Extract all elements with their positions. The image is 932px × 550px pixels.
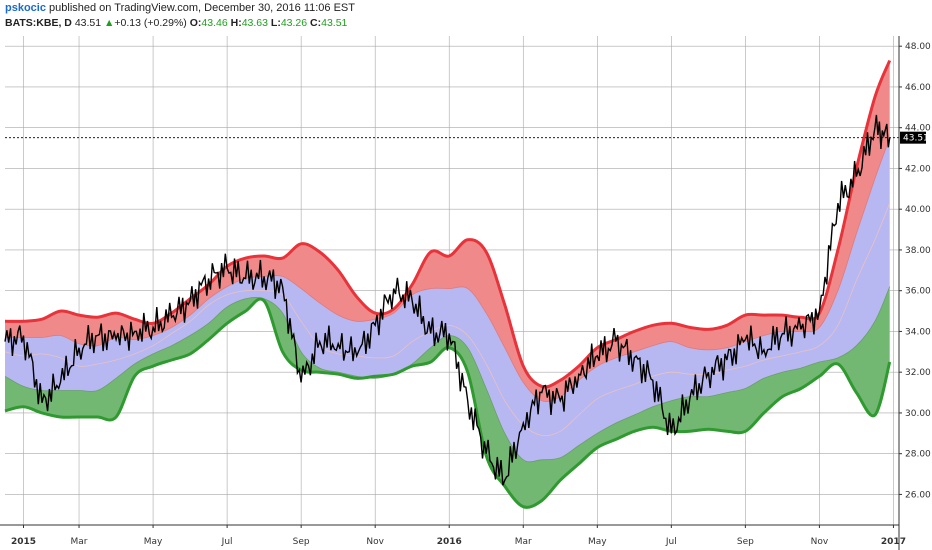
upper-band-line [4,59,892,389]
y-tick-label: 28.00 [905,450,931,460]
high-value: 43.63 [241,17,268,29]
x-tick-label: May [588,537,607,547]
x-tick-label: Nov [811,537,829,547]
last-price-label: 43.51 [903,134,929,144]
last-price-box [900,131,926,144]
y-tick-label: 32.00 [905,368,931,378]
close-value: 43.51 [321,17,348,29]
x-axis-ticks: 2015 Mar May Jul Sep Nov 2016 Mar May Jul Sep Nov 20… [11,525,906,547]
band-lines [4,59,892,509]
y-tick-label: 34.00 [905,327,931,337]
symbol-line: BATS:KBE, D 43.51 ▲+0.13 (+0.29%) O:43.4… [5,17,347,29]
x-tick-label: 2016 [437,537,462,547]
upper-middle-line [4,137,891,402]
y-tick-label: 42.00 [905,164,931,174]
y-tick-label: 46.00 [905,83,931,93]
open-value: 43.46 [201,17,228,29]
x-tick-label: 2015 [11,537,36,547]
up-arrow-icon: ▲ [104,17,115,29]
x-tick-label: Sep [737,537,754,547]
x-tick-label: Jul [665,537,677,547]
close-label: C: [310,17,322,29]
y-tick-label: 26.00 [905,490,931,500]
price-line [4,114,891,486]
y-tick-label: 48.00 [905,42,931,52]
author-link[interactable]: pskocic [5,2,46,14]
x-tick-label: May [144,537,163,547]
x-tick-label: 2017 [881,537,906,547]
middle-line [4,202,891,437]
lower-band-fill [5,286,890,508]
y-axis-ticks: 48.00 46.00 44.00 42.00 40.00 38.00 36.00 34.00… [899,42,931,500]
x-tick-label: Sep [293,537,310,547]
low-label: L: [270,17,281,29]
change-value: +0.13 (+0.29%) [114,17,187,29]
y-tick-label: 44.00 [905,124,931,134]
band-fills [5,60,890,508]
x-tick-label: Mar [71,537,88,547]
y-tick-label: 38.00 [905,246,931,256]
low-value: 43.26 [280,17,308,29]
y-tick-label: 30.00 [905,409,931,419]
y-tick-label: 40.00 [905,205,931,215]
last-price-badge: 43.51 [900,131,929,144]
open-label: O: [189,17,202,29]
x-tick-label: Jul [221,537,233,547]
publish-line: pskocic published on TradingView.com, De… [5,2,355,14]
middle-band-fill [5,137,890,462]
last-value: 43.51 [74,17,102,29]
lower-band-line [4,297,892,509]
high-label: H: [230,17,242,29]
published-text: published on TradingView.com, December 3… [49,2,355,14]
x-tick-label: Mar [515,537,532,547]
symbol-name: BATS:KBE, D [5,17,72,29]
x-tick-label: Nov [366,537,384,547]
y-tick-label: 36.00 [905,287,931,297]
